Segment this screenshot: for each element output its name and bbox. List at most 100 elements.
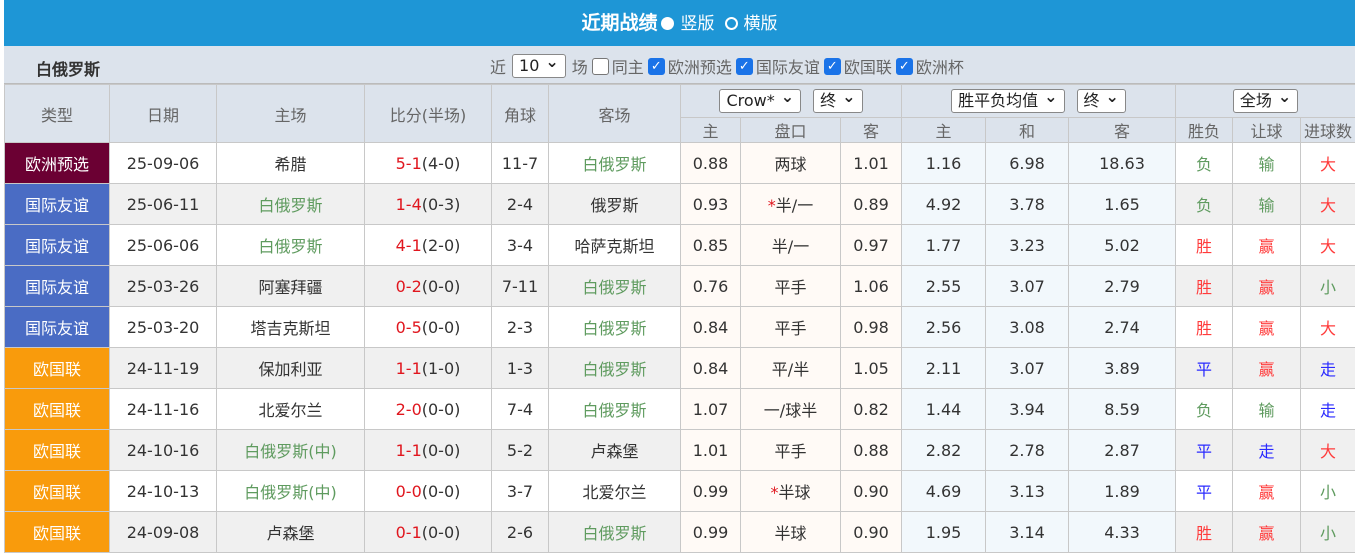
euro-company-select[interactable]: 胜平负均值 — [951, 89, 1064, 113]
result-goals: 小 — [1301, 266, 1355, 307]
odds-text: 2.11 — [926, 359, 962, 378]
away-team-name: 白俄罗斯 — [582, 401, 646, 420]
euro-home-odds: 2.56 — [902, 307, 986, 348]
away-team-cell[interactable]: 俄罗斯 — [549, 184, 681, 225]
score-cell[interactable]: 0-2(0-0) — [365, 266, 492, 307]
odds-text: 0.85 — [693, 236, 729, 255]
handicap-home-odds: 1.07 — [681, 389, 741, 430]
handicap-away-odds: 0.88 — [841, 430, 902, 471]
score-cell[interactable]: 1-1(0-0) — [365, 430, 492, 471]
away-team-cell[interactable]: 卢森堡 — [549, 430, 681, 471]
type-cell[interactable]: 欧洲预选 — [5, 143, 110, 184]
result-goals: 小 — [1301, 471, 1355, 512]
away-team-cell[interactable]: 白俄罗斯 — [549, 143, 681, 184]
same-home-checkbox[interactable] — [592, 58, 609, 75]
corner-cell: 11-7 — [492, 143, 549, 184]
handicap-company-select[interactable]: Crow* — [719, 89, 801, 113]
result-text: 胜 — [1196, 237, 1212, 256]
date-cell: 25-03-20 — [110, 307, 217, 348]
competition-checkbox[interactable]: ✓ — [824, 58, 841, 75]
home-team-name: 白俄罗斯 — [258, 237, 322, 256]
type-cell[interactable]: 欧国联 — [5, 471, 110, 512]
away-team-cell[interactable]: 北爱尔兰 — [549, 471, 681, 512]
score-cell[interactable]: 5-1(4-0) — [365, 143, 492, 184]
match-table: 类型 日期 主场 比分(半场) 角球 客场 Crow*终 胜平负均值终 全场 主… — [4, 84, 1355, 553]
home-team-cell[interactable]: 卢森堡 — [217, 512, 365, 553]
home-team-cell[interactable]: 塔吉克斯坦 — [217, 307, 365, 348]
euro-away-odds: 4.33 — [1069, 512, 1176, 553]
col-home: 主场 — [217, 85, 365, 143]
handicap-away-odds: 0.97 — [841, 225, 902, 266]
score-cell[interactable]: 1-4(0-3) — [365, 184, 492, 225]
result-scope-select[interactable]: 全场 — [1233, 89, 1298, 113]
type-cell[interactable]: 国际友谊 — [5, 184, 110, 225]
result-handicap: 赢 — [1233, 348, 1301, 389]
type-label: 国际友谊 — [25, 196, 89, 215]
radio-horizontal[interactable] — [725, 17, 738, 30]
score-text: 2-0 — [396, 400, 422, 419]
corner-cell: 2-3 — [492, 307, 549, 348]
odds-text: 0.99 — [693, 482, 729, 501]
away-team-cell[interactable]: 白俄罗斯 — [549, 512, 681, 553]
handicap-line: 两球 — [741, 143, 841, 184]
competition-checkbox[interactable]: ✓ — [896, 58, 913, 75]
away-team-name: 俄罗斯 — [590, 196, 638, 215]
type-cell[interactable]: 国际友谊 — [5, 225, 110, 266]
result-text: 大 — [1320, 155, 1336, 174]
type-cell[interactable]: 欧国联 — [5, 348, 110, 389]
type-label: 欧国联 — [33, 483, 81, 502]
handicap-line: 平手 — [741, 307, 841, 348]
type-cell[interactable]: 欧国联 — [5, 512, 110, 553]
option-vertical-label[interactable]: 竖版 — [680, 14, 714, 34]
score-cell[interactable]: 0-5(0-0) — [365, 307, 492, 348]
radio-vertical[interactable] — [661, 17, 674, 30]
score-cell[interactable]: 0-0(0-0) — [365, 471, 492, 512]
score-cell[interactable]: 2-0(0-0) — [365, 389, 492, 430]
result-text: 赢 — [1259, 524, 1275, 543]
away-team-cell[interactable]: 白俄罗斯 — [549, 266, 681, 307]
home-team-cell[interactable]: 白俄罗斯 — [217, 225, 365, 266]
score-cell[interactable]: 1-1(1-0) — [365, 348, 492, 389]
euro-away-odds: 1.65 — [1069, 184, 1176, 225]
away-team-cell[interactable]: 白俄罗斯 — [549, 348, 681, 389]
home-team-cell[interactable]: 阿塞拜疆 — [217, 266, 365, 307]
away-team-cell[interactable]: 哈萨克斯坦 — [549, 225, 681, 266]
score-cell[interactable]: 4-1(2-0) — [365, 225, 492, 266]
option-horizontal-label[interactable]: 横版 — [744, 14, 778, 34]
away-team-cell[interactable]: 白俄罗斯 — [549, 389, 681, 430]
competition-checkbox[interactable]: ✓ — [648, 58, 665, 75]
handicap-home-odds: 0.99 — [681, 471, 741, 512]
handicap-stage-select[interactable]: 终 — [813, 89, 862, 113]
type-cell[interactable]: 欧国联 — [5, 389, 110, 430]
type-cell[interactable]: 国际友谊 — [5, 266, 110, 307]
result-wl: 负 — [1176, 389, 1233, 430]
half-score-text: (0-0) — [422, 482, 461, 501]
type-cell[interactable]: 欧国联 — [5, 430, 110, 471]
home-team-cell[interactable]: 希腊 — [217, 143, 365, 184]
recent-count-select[interactable]: 10 — [512, 54, 566, 78]
handicap-home-odds: 0.84 — [681, 348, 741, 389]
half-score-text: (0-0) — [422, 318, 461, 337]
euro-away-odds: 18.63 — [1069, 143, 1176, 184]
euro-stage-select[interactable]: 终 — [1077, 89, 1126, 113]
handicap-away-odds: 1.06 — [841, 266, 902, 307]
result-text: 大 — [1320, 196, 1336, 215]
handicap-line-text: 平/半 — [772, 360, 809, 379]
away-team-cell[interactable]: 白俄罗斯 — [549, 307, 681, 348]
type-cell[interactable]: 国际友谊 — [5, 307, 110, 348]
home-team-cell[interactable]: 白俄罗斯(中) — [217, 471, 365, 512]
home-team-cell[interactable]: 白俄罗斯 — [217, 184, 365, 225]
odds-text: 3.13 — [1009, 482, 1045, 501]
score-cell[interactable]: 0-1(0-0) — [365, 512, 492, 553]
home-team-cell[interactable]: 北爱尔兰 — [217, 389, 365, 430]
handicap-home-odds: 0.85 — [681, 225, 741, 266]
odds-text: 0.82 — [853, 400, 889, 419]
home-team-cell[interactable]: 保加利亚 — [217, 348, 365, 389]
competition-checkbox[interactable]: ✓ — [736, 58, 753, 75]
odds-text: 2.74 — [1104, 318, 1140, 337]
home-team-cell[interactable]: 白俄罗斯(中) — [217, 430, 365, 471]
filter-bar: 白俄罗斯 近 10 场 同主 ✓欧洲预选✓国际友谊✓欧国联✓欧洲杯 — [4, 46, 1355, 84]
corner-cell: 7-11 — [492, 266, 549, 307]
